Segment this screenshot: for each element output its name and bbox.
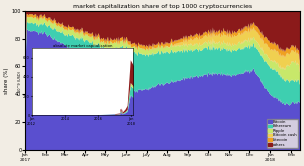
- Title: market capitalization share of top 1000 cryptocurrencies: market capitalization share of top 1000 …: [73, 4, 252, 9]
- Y-axis label: share (%): share (%): [4, 67, 9, 94]
- Legend: Bitcoin, Ethereum, Ripple, Bitcoin cash, Litecoin, others: Bitcoin, Ethereum, Ripple, Bitcoin cash,…: [267, 119, 298, 148]
